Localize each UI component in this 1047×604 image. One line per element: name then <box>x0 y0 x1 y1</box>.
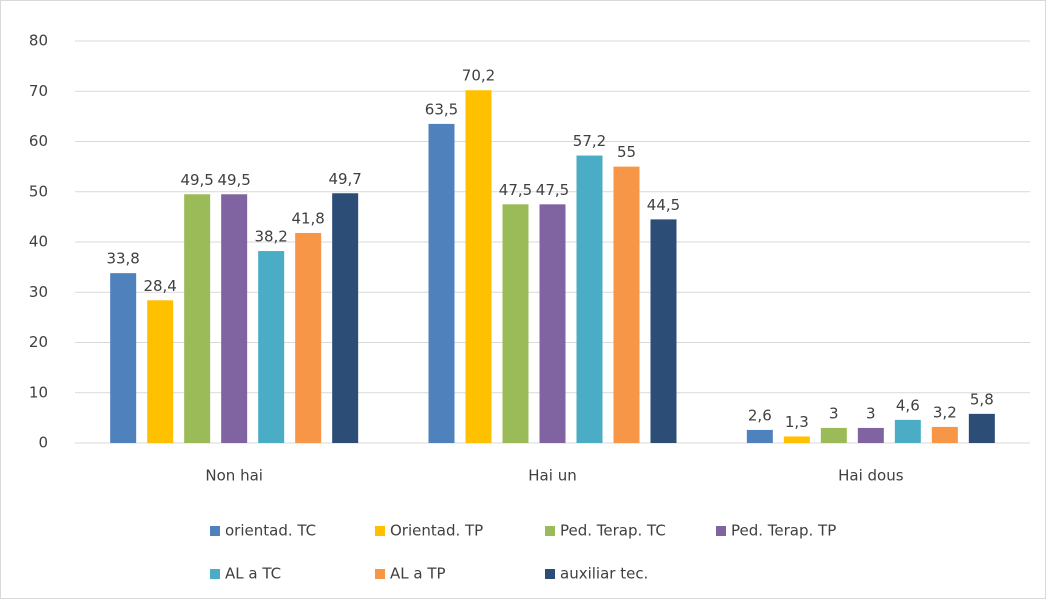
y-tick-label: 40 <box>29 233 48 251</box>
data-label: 1,3 <box>785 413 809 431</box>
legend-label: Ped. Terap. TC <box>560 522 666 540</box>
bar <box>894 419 921 443</box>
legend-swatch <box>545 526 555 536</box>
bar <box>650 219 677 443</box>
data-label: 57,2 <box>573 132 606 150</box>
data-label: 3,2 <box>933 403 957 421</box>
y-tick-label: 60 <box>29 132 48 150</box>
y-tick-label: 0 <box>38 434 48 452</box>
legend-label: AL a TP <box>390 565 446 583</box>
bar <box>258 251 285 443</box>
bar <box>502 204 529 443</box>
legend-swatch <box>545 569 555 579</box>
bar <box>931 426 958 443</box>
bar <box>221 194 248 443</box>
data-label: 47,5 <box>536 181 569 199</box>
x-tick-label: Non hai <box>205 467 263 485</box>
data-label: 55 <box>617 143 636 161</box>
legend-swatch <box>716 526 726 536</box>
y-tick-label: 80 <box>29 32 48 50</box>
data-label: 5,8 <box>970 390 994 408</box>
data-label: 49,5 <box>217 171 250 189</box>
bar <box>613 166 640 443</box>
bar <box>332 193 359 443</box>
bar <box>746 429 773 443</box>
data-label: 47,5 <box>499 181 532 199</box>
legend-swatch <box>375 526 385 536</box>
bar <box>857 427 884 443</box>
y-tick-label: 50 <box>29 182 48 200</box>
y-tick-label: 30 <box>29 283 48 301</box>
legend-swatch <box>210 526 220 536</box>
bar <box>968 413 995 443</box>
bar <box>783 436 810 443</box>
data-label: 3 <box>866 404 876 422</box>
legend-label: Orientad. TP <box>390 522 483 540</box>
data-label: 49,7 <box>328 170 361 188</box>
bar <box>110 273 137 443</box>
data-label: 44,5 <box>647 196 680 214</box>
data-label: 70,2 <box>462 67 495 85</box>
legend-swatch <box>210 569 220 579</box>
legend-label: auxiliar tec. <box>560 565 648 583</box>
bar <box>428 123 455 443</box>
legend-label: AL a TC <box>225 565 281 583</box>
data-label: 63,5 <box>425 100 458 118</box>
data-label: 4,6 <box>896 396 920 414</box>
y-tick-label: 70 <box>29 82 48 100</box>
data-label: 3 <box>829 404 839 422</box>
bar <box>820 427 847 443</box>
bar <box>147 300 174 443</box>
bar <box>465 90 492 444</box>
data-label: 38,2 <box>254 228 287 246</box>
bar <box>539 204 566 443</box>
data-label: 33,8 <box>106 250 139 268</box>
bar <box>295 232 322 443</box>
legend-label: Ped. Terap. TP <box>731 522 836 540</box>
bar <box>184 194 211 443</box>
data-label: 49,5 <box>180 171 213 189</box>
data-label: 41,8 <box>291 209 324 227</box>
legend-label: orientad. TC <box>225 522 316 540</box>
y-tick-label: 10 <box>29 383 48 401</box>
x-tick-label: Hai dous <box>838 467 904 485</box>
y-tick-label: 20 <box>29 333 48 351</box>
data-label: 2,6 <box>748 406 772 424</box>
legend-swatch <box>375 569 385 579</box>
x-tick-label: Hai un <box>528 467 576 485</box>
bar <box>576 155 603 443</box>
data-label: 28,4 <box>143 277 176 295</box>
